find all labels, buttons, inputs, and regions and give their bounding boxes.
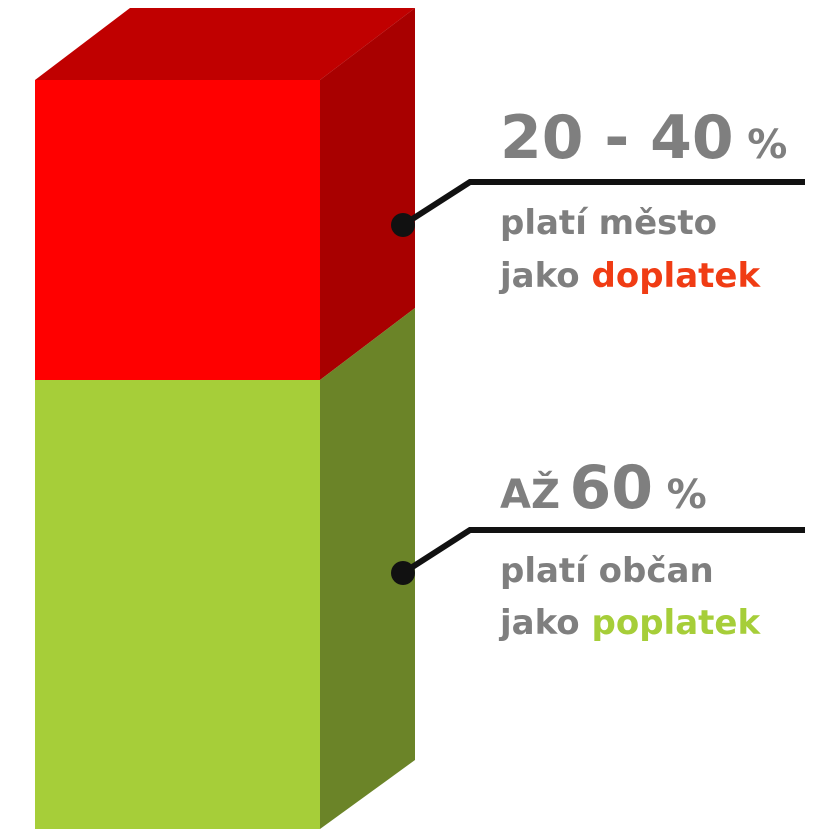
callout-value: AŽ 60 % <box>500 453 707 523</box>
bar-top <box>35 8 415 80</box>
callout-text: platí město <box>500 203 717 243</box>
prefix: AŽ <box>500 470 560 518</box>
callout-dot <box>391 561 415 585</box>
bar-green-front <box>35 380 320 829</box>
callout-line <box>401 179 805 228</box>
bar-red-front <box>35 80 320 380</box>
callout-text: platí občan <box>500 551 714 591</box>
prefix: jako <box>498 603 580 643</box>
callout-text: jako poplatek <box>498 603 761 643</box>
callout-line <box>401 527 805 576</box>
callout-text: jako doplatek <box>498 256 761 296</box>
prefix: jako <box>498 256 580 296</box>
bar-red-side <box>320 8 415 380</box>
highlight: doplatek <box>592 256 762 296</box>
unit: % <box>747 122 787 168</box>
callout-value: 20 - 40 % <box>500 103 787 173</box>
bar-green-side <box>320 308 415 829</box>
unit: % <box>667 472 707 518</box>
value: 20 - 40 <box>500 103 734 173</box>
callout-dot <box>391 213 415 237</box>
highlight: poplatek <box>592 603 762 643</box>
value: 60 <box>570 453 654 523</box>
